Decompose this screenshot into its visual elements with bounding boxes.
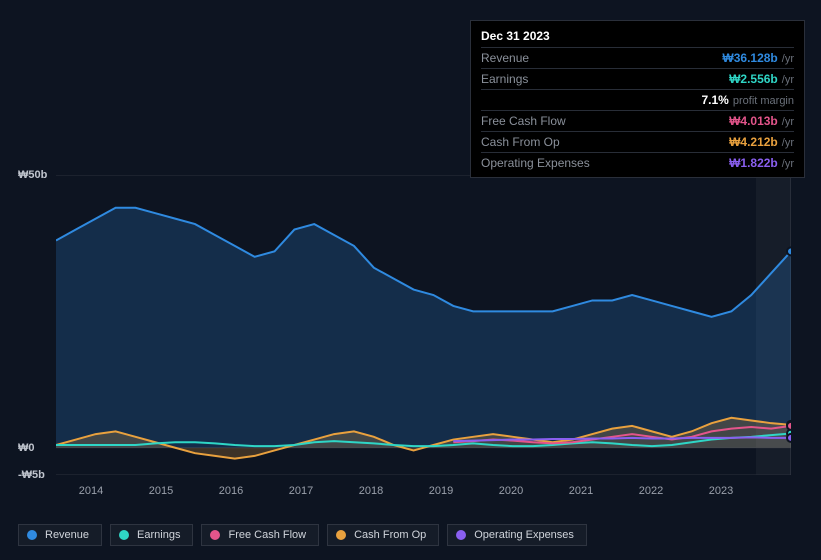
tooltip-row: Revenue ₩36.128b/yr xyxy=(481,47,794,68)
series-marker-revenue xyxy=(787,247,791,255)
legend-label: Cash From Op xyxy=(354,529,426,541)
tooltip-row-label: Revenue xyxy=(481,51,529,65)
x-axis-tick: 2016 xyxy=(219,485,243,497)
legend-dot-icon xyxy=(456,530,466,540)
legend-dot-icon xyxy=(336,530,346,540)
tooltip-row: Earnings ₩2.556b/yr xyxy=(481,68,794,89)
series-marker-fcf xyxy=(787,422,791,430)
tooltip-row-label: Operating Expenses xyxy=(481,156,590,170)
legend-item-cfo[interactable]: Cash From Op xyxy=(327,524,439,546)
legend-label: Operating Expenses xyxy=(474,529,574,541)
chart-area: ₩50b ₩0 -₩5b 2014 2015 2016 2017 2018 2019 2020 2… xyxy=(18,160,805,500)
x-axis-tick: 2017 xyxy=(289,485,313,497)
tooltip-row-value: ₩2.556b/yr xyxy=(729,72,794,86)
series-area-revenue xyxy=(56,208,791,448)
y-axis-tick: ₩0 xyxy=(18,442,35,454)
legend-dot-icon xyxy=(210,530,220,540)
tooltip-row-label: Earnings xyxy=(481,72,528,86)
chart-tooltip: Dec 31 2023 Revenue ₩36.128b/yr Earnings ₩2… xyxy=(470,20,805,178)
legend-item-revenue[interactable]: Revenue xyxy=(18,524,102,546)
tooltip-row-value: ₩4.013b/yr xyxy=(729,114,794,128)
tooltip-row: Free Cash Flow ₩4.013b/yr xyxy=(481,110,794,131)
tooltip-row-label: Free Cash Flow xyxy=(481,114,566,128)
legend-item-fcf[interactable]: Free Cash Flow xyxy=(201,524,319,546)
tooltip-row-value: ₩4.212b/yr xyxy=(729,135,794,149)
legend-dot-icon xyxy=(119,530,129,540)
tooltip-row-value: ₩36.128b/yr xyxy=(722,51,794,65)
legend-dot-icon xyxy=(27,530,37,540)
legend-label: Revenue xyxy=(45,529,89,541)
x-axis-tick: 2022 xyxy=(639,485,663,497)
tooltip-row-value: 7.1%profit margin xyxy=(702,93,795,107)
tooltip-row: Cash From Op ₩4.212b/yr xyxy=(481,131,794,152)
tooltip-date: Dec 31 2023 xyxy=(481,27,794,47)
x-axis-tick: 2019 xyxy=(429,485,453,497)
chart-legend: Revenue Earnings Free Cash Flow Cash From O… xyxy=(18,524,587,546)
tooltip-row-value: ₩1.822b/yr xyxy=(729,156,794,170)
y-axis-tick: ₩50b xyxy=(18,169,47,181)
legend-label: Free Cash Flow xyxy=(228,529,306,541)
x-axis-tick: 2023 xyxy=(709,485,733,497)
x-axis-tick: 2021 xyxy=(569,485,593,497)
chart-svg xyxy=(56,175,791,475)
tooltip-row: Operating Expenses ₩1.822b/yr xyxy=(481,152,794,173)
tooltip-row-label: Cash From Op xyxy=(481,135,560,149)
legend-item-opex[interactable]: Operating Expenses xyxy=(447,524,587,546)
x-axis-tick: 2015 xyxy=(149,485,173,497)
series-marker-opex xyxy=(787,434,791,442)
x-axis-tick: 2018 xyxy=(359,485,383,497)
legend-label: Earnings xyxy=(137,529,180,541)
x-axis-tick: 2020 xyxy=(499,485,523,497)
chart-container: Dec 31 2023 Revenue ₩36.128b/yr Earnings ₩2… xyxy=(0,0,821,560)
legend-item-earnings[interactable]: Earnings xyxy=(110,524,193,546)
tooltip-row: .7.1%profit margin xyxy=(481,89,794,110)
x-axis-tick: 2014 xyxy=(79,485,103,497)
y-axis-tick: -₩5b xyxy=(18,469,45,481)
